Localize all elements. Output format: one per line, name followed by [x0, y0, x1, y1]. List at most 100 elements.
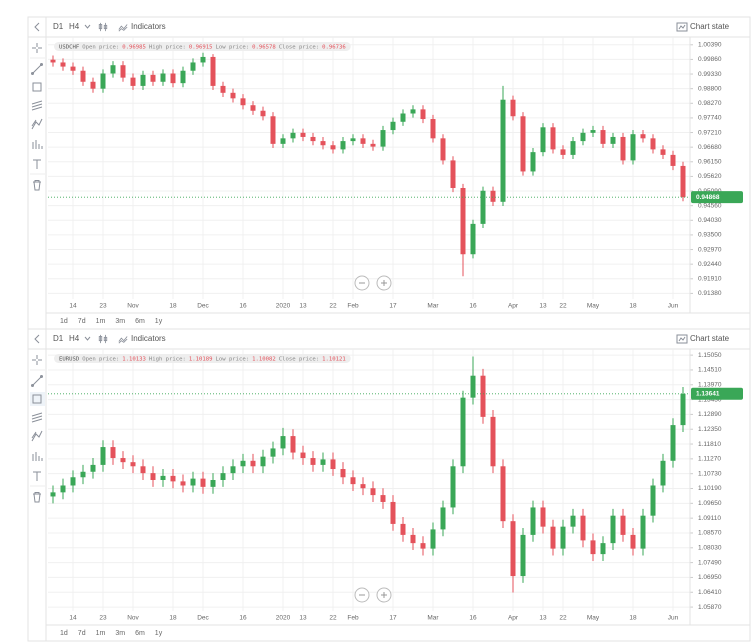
zoom-controls [354, 275, 392, 291]
candle-body [580, 515, 586, 541]
back-button[interactable] [34, 334, 40, 344]
x-tick-label: Jun [668, 303, 679, 310]
candle-body [330, 145, 336, 150]
timeframe[interactable]: D1 [53, 334, 64, 343]
x-tick-label: May [587, 615, 600, 622]
timeframe[interactable]: H4 [69, 22, 80, 31]
x-tick-label: Mar [427, 303, 439, 310]
range-button[interactable]: 1d [60, 630, 68, 637]
y-tick-label: 1.12350 [698, 426, 722, 433]
y-tick-label: 1.11810 [698, 441, 721, 448]
range-button[interactable]: 6m [135, 630, 145, 637]
candle-body [310, 458, 316, 465]
back-button[interactable] [34, 22, 40, 32]
candle-body [150, 74, 156, 82]
x-tick-label: 22 [559, 303, 567, 310]
chart-state-button[interactable]: Chart state [690, 22, 730, 31]
candle-body [300, 452, 306, 459]
y-tick-label: 0.98270 [698, 100, 722, 107]
indicators-button[interactable]: Indicators [131, 22, 166, 31]
candle-body [210, 480, 216, 487]
timeframe[interactable]: H4 [69, 334, 80, 343]
candle-body [680, 393, 686, 426]
candle-body [410, 534, 416, 544]
candle-body [460, 188, 466, 255]
range-button[interactable]: 1y [155, 318, 163, 325]
ohlc-label: Low price: [215, 44, 249, 50]
candle-body [570, 515, 576, 527]
range-button[interactable]: 1d [60, 318, 68, 325]
range-button[interactable]: 7d [78, 318, 86, 325]
symbol: EURUSD [59, 356, 80, 362]
timeframe-dropdown[interactable] [84, 24, 91, 29]
y-tick-label: 1.13430 [698, 396, 722, 403]
range-button[interactable]: 3m [115, 630, 125, 637]
candle-body [190, 478, 196, 486]
y-tick-label: 1.13970 [698, 381, 722, 388]
candle-body [210, 56, 216, 86]
y-tick-label: 1.08030 [698, 545, 722, 552]
candle-body [290, 132, 296, 139]
candle-body [590, 130, 596, 133]
candle-body [490, 416, 496, 467]
panel-frame [27, 328, 751, 642]
candle-body [230, 466, 236, 474]
candle-body [480, 190, 486, 224]
range-button[interactable]: 1m [96, 318, 106, 325]
candle-body [620, 515, 626, 535]
y-tick-label: 0.94030 [698, 217, 722, 224]
timeframe-dropdown[interactable] [84, 336, 91, 341]
ohlc-label: Close price: [279, 44, 319, 50]
candle-body [220, 85, 226, 93]
candle-body [450, 160, 456, 189]
x-tick-label: 22 [329, 303, 337, 310]
candle-body [600, 130, 606, 144]
candle-body [110, 447, 116, 459]
candle-body [240, 98, 246, 106]
candle-body [100, 447, 106, 465]
last-price-label: 0.94868 [696, 194, 720, 201]
y-tick-label: 0.95620 [698, 173, 722, 180]
y-tick-label: 0.99330 [698, 71, 722, 78]
candle-body [520, 116, 526, 172]
candle-body [280, 436, 286, 449]
candle-body [160, 475, 166, 480]
range-button[interactable]: 1m [96, 630, 106, 637]
x-tick-label: 14 [69, 303, 77, 310]
candle-body [90, 81, 96, 89]
candle-body [420, 543, 426, 549]
x-tick-label: 13 [539, 303, 547, 310]
x-tick-label: 16 [469, 303, 477, 310]
plot-area: 1.15050 1.14510 1.13970 1.13430 1.12890 1.123… [48, 349, 743, 625]
range-button[interactable]: 1y [155, 630, 163, 637]
candle-body [680, 165, 686, 198]
x-tick-label: Apr [508, 615, 519, 622]
chart-panel: D1 H4 Indicators Chart state 1.15050 1.14… [27, 328, 751, 642]
candle-body [660, 149, 666, 155]
ohlc-label: High price: [149, 44, 186, 50]
range-button[interactable]: 7d [78, 630, 86, 637]
zoom-controls [354, 587, 392, 603]
indicators-button[interactable]: Indicators [131, 334, 166, 343]
candle-body [530, 152, 536, 172]
candle-body [520, 534, 526, 577]
candle-body [200, 478, 206, 487]
x-tick-label: 2020 [276, 615, 291, 622]
range-button[interactable]: 6m [135, 318, 145, 325]
candle-body [150, 473, 156, 480]
ohlc-label: Close price: [279, 356, 319, 362]
chart-state-button[interactable]: Chart state [690, 334, 730, 343]
y-tick-label: 1.08570 [698, 530, 722, 537]
ohlc-label: Low price: [215, 356, 249, 362]
candle-body [510, 99, 516, 117]
panel-frame [27, 16, 751, 330]
candle-body [370, 143, 376, 147]
range-button[interactable]: 3m [115, 318, 125, 325]
candle-body [620, 136, 626, 161]
last-price-label: 1.13641 [696, 391, 720, 398]
candle-body [560, 149, 566, 155]
timeframe[interactable]: D1 [53, 22, 64, 31]
candle-body [240, 460, 246, 467]
y-tick-label: 1.14510 [698, 367, 722, 374]
